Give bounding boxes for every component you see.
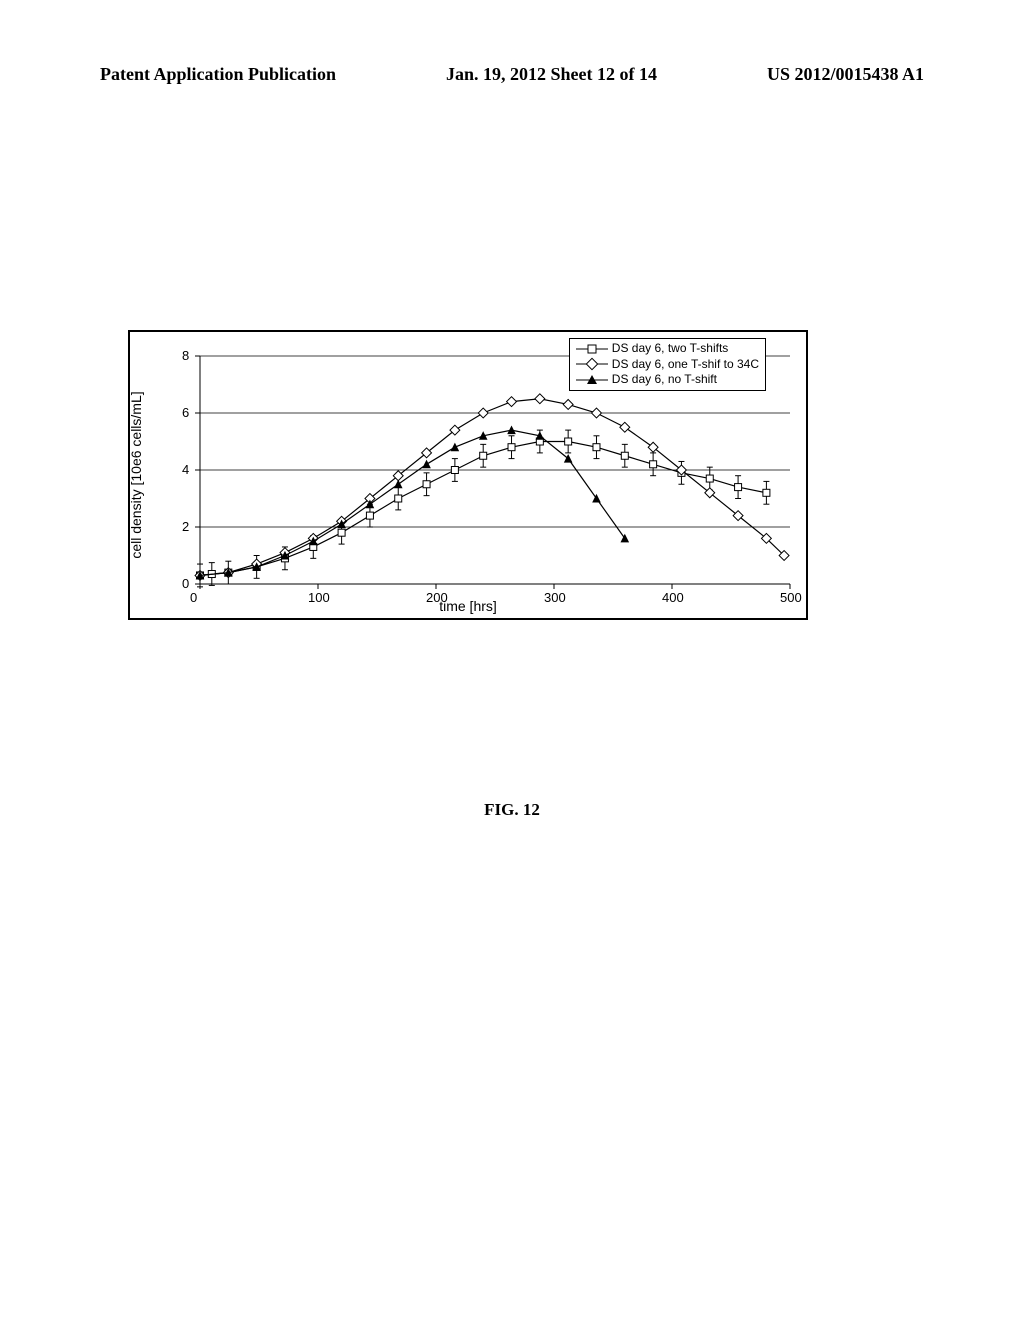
y-tick-label: 0 <box>182 576 189 591</box>
legend: DS day 6, two T-shifts DS day 6, one T-s… <box>569 338 766 391</box>
y-tick-label: 4 <box>182 462 189 477</box>
x-tick-label: 400 <box>662 590 684 605</box>
legend-label: DS day 6, one T-shif to 34C <box>612 357 759 373</box>
x-axis-label: time [hrs] <box>439 598 497 614</box>
y-tick-label: 6 <box>182 405 189 420</box>
figure-caption: FIG. 12 <box>0 800 1024 820</box>
y-axis-label: cell density [10e6 cells/mL] <box>128 391 144 558</box>
page-header: Patent Application Publication Jan. 19, … <box>0 64 1024 85</box>
x-tick-label: 100 <box>308 590 330 605</box>
x-tick-label: 200 <box>426 590 448 605</box>
legend-label: DS day 6, no T-shift <box>612 372 717 388</box>
x-tick-label: 0 <box>190 590 197 605</box>
header-right: US 2012/0015438 A1 <box>767 64 924 85</box>
chart-container: cell density [10e6 cells/mL] time [hrs] … <box>128 330 808 620</box>
triangle-marker-icon <box>576 374 608 386</box>
y-tick-label: 8 <box>182 348 189 363</box>
x-tick-label: 500 <box>780 590 802 605</box>
legend-item: DS day 6, no T-shift <box>576 372 759 388</box>
legend-item: DS day 6, two T-shifts <box>576 341 759 357</box>
square-marker-icon <box>576 343 608 355</box>
legend-item: DS day 6, one T-shif to 34C <box>576 357 759 373</box>
header-center: Jan. 19, 2012 Sheet 12 of 14 <box>446 64 657 85</box>
x-tick-label: 300 <box>544 590 566 605</box>
legend-label: DS day 6, two T-shifts <box>612 341 729 357</box>
y-tick-label: 2 <box>182 519 189 534</box>
header-left: Patent Application Publication <box>100 64 336 85</box>
diamond-marker-icon <box>576 358 608 370</box>
